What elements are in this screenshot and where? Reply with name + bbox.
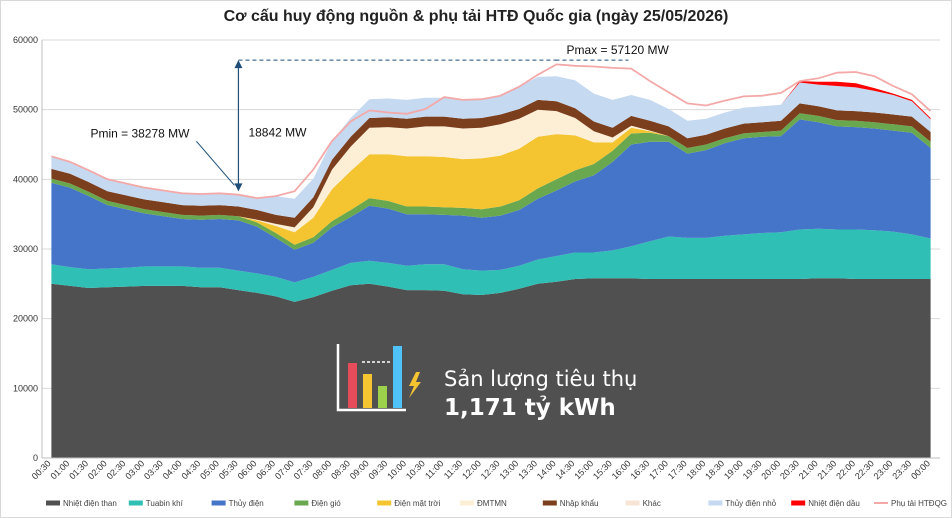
y-tick-label: 50000 xyxy=(13,105,38,115)
legend-swatch xyxy=(460,500,474,506)
difference-label: 18842 MW xyxy=(248,125,307,139)
area-series-6 xyxy=(51,99,931,228)
legend-label: Điện gió xyxy=(311,499,341,508)
consumption-overlay: Sản lượng tiêu thụ 1,171 tỷ kWh xyxy=(336,344,637,421)
legend-swatch xyxy=(377,500,392,506)
legend-swatch xyxy=(294,500,309,506)
bar-chart-lightning-icon xyxy=(336,344,421,412)
area-series xyxy=(51,76,931,458)
legend-label: Phụ tải HTĐQG xyxy=(891,499,947,508)
legend-swatch xyxy=(128,500,143,506)
legend-label: Tuabin khí xyxy=(146,499,184,508)
legend-label: Thủy điện nhỏ xyxy=(725,499,776,508)
pmin-label: Pmin = 38278 MW xyxy=(90,126,190,140)
annotations: Pmin = 38278 MW 18842 MW Pmax = 57120 MW xyxy=(90,43,670,192)
legend-label: ĐMTMN xyxy=(477,499,507,508)
legend-swatch xyxy=(625,500,640,506)
y-tick-label: 0 xyxy=(33,453,38,463)
consumption-label: Sản lượng tiêu thụ xyxy=(444,367,637,391)
legend-label: Điện mặt trời xyxy=(394,499,440,508)
pmax-label: Pmax = 57120 MW xyxy=(566,43,669,57)
legend-swatch xyxy=(46,500,60,506)
pmin-leader-line xyxy=(196,141,235,186)
y-tick-label: 30000 xyxy=(13,244,38,254)
legend-swatch xyxy=(791,500,806,506)
legend-swatch xyxy=(708,500,723,506)
arrow-head-up xyxy=(234,60,243,69)
load-line-layer xyxy=(51,63,932,200)
y-tick-label: 60000 xyxy=(13,35,38,45)
y-tick-label: 10000 xyxy=(13,383,38,393)
consumption-value: 1,171 tỷ kWh xyxy=(444,395,616,421)
legend-swatch xyxy=(542,500,557,506)
y-tick-label: 40000 xyxy=(13,174,38,184)
arrow-head-down xyxy=(234,183,243,192)
legend-label: Nhập khẩu xyxy=(560,499,599,508)
area-series-2 xyxy=(51,119,931,283)
area-series-8 xyxy=(51,76,931,218)
area-series-4 xyxy=(51,113,931,245)
legend-swatch xyxy=(211,500,226,506)
legend-label: Khác xyxy=(643,499,661,508)
legend-label: Nhiệt điện dầu xyxy=(808,499,860,508)
chart-title: Cơ cấu huy động nguồn & phụ tải HTĐ Quốc… xyxy=(224,8,729,25)
area-series-1 xyxy=(51,228,931,302)
legend-label: Thủy điện xyxy=(229,499,264,508)
legend-label: Nhiệt điện than xyxy=(63,499,117,508)
area-series-5 xyxy=(51,109,931,233)
y-tick-label: 20000 xyxy=(13,314,38,324)
area-series-0 xyxy=(51,278,931,458)
load-line xyxy=(51,63,932,200)
legend: Nhiệt điện than Tuabin khí Thủy điện Điện g… xyxy=(46,499,947,508)
area-series-3 xyxy=(51,113,931,250)
